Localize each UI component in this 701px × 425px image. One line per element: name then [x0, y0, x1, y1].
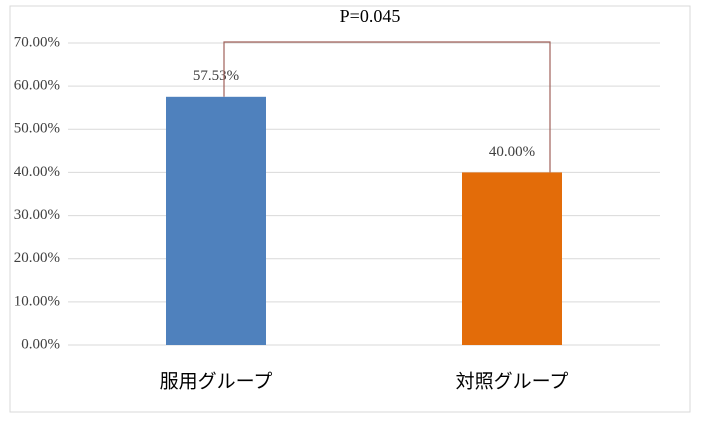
data-label: 40.00% [489, 144, 535, 160]
y-tick-label: 40.00% [14, 164, 60, 180]
chart-frame [9, 5, 691, 413]
data-label: 57.53% [193, 68, 239, 84]
y-tick-label: 0.00% [21, 336, 60, 352]
y-tick-label: 70.00% [14, 34, 60, 50]
y-tick-label: 10.00% [14, 293, 60, 309]
y-tick-label: 50.00% [14, 121, 60, 137]
y-tick-label: 60.00% [14, 78, 60, 94]
y-tick-label: 20.00% [14, 250, 60, 266]
p-value-annotation: P=0.045 [340, 6, 401, 26]
bar [166, 96, 266, 346]
significance-bracket [223, 41, 551, 173]
y-tick-label: 30.00% [14, 207, 60, 223]
x-tick-label: 服用グループ [160, 371, 273, 393]
bar [462, 172, 562, 345]
x-tick-label: 対照グループ [456, 371, 569, 393]
